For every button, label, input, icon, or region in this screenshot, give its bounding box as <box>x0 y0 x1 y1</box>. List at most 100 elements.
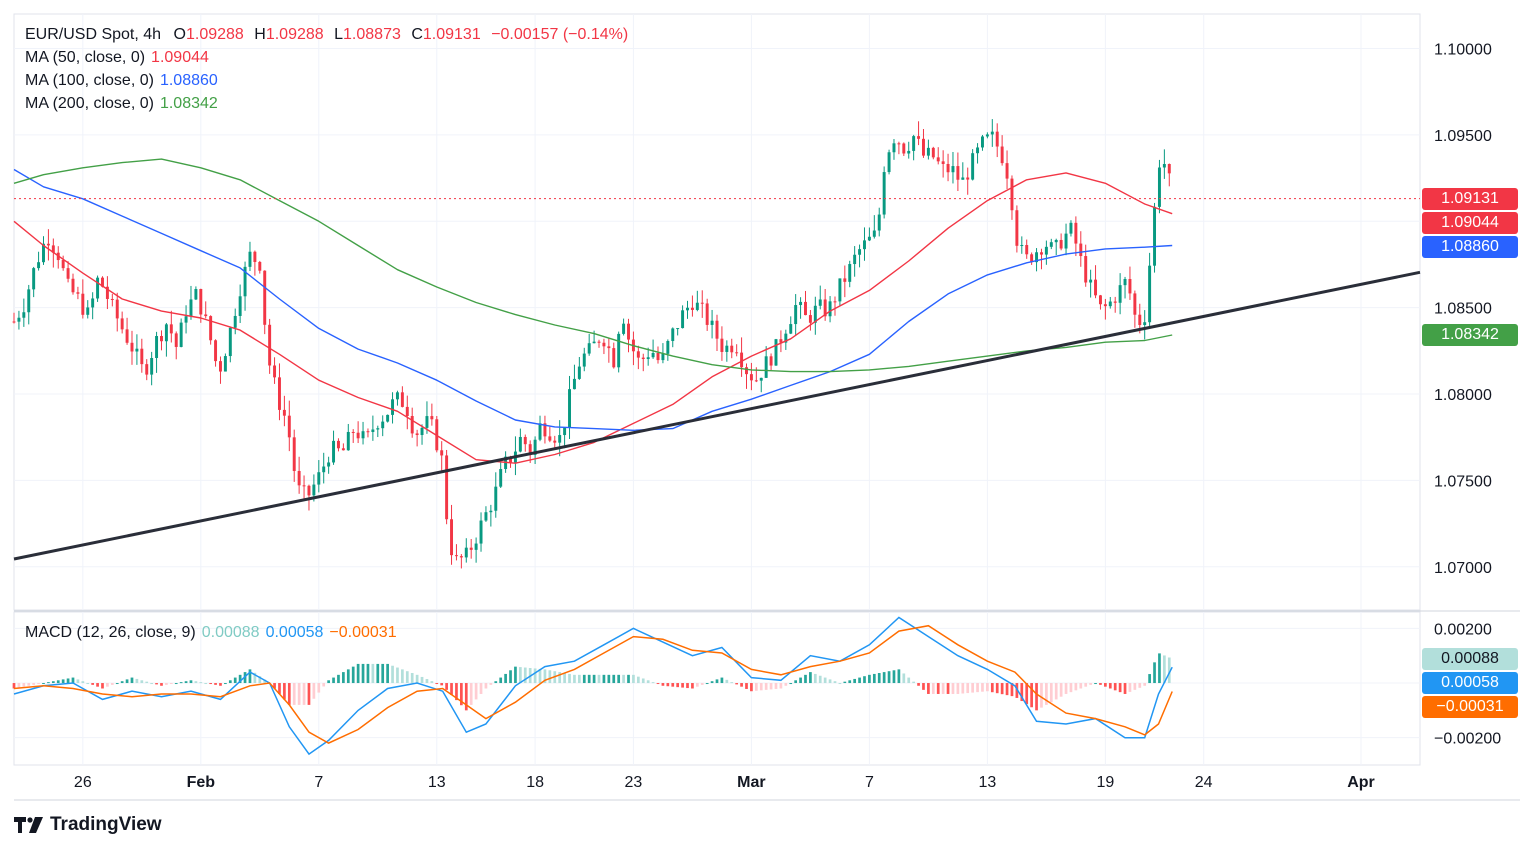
macd-histogram-bar <box>730 682 734 684</box>
macd-histogram-bar <box>1167 657 1171 684</box>
macd-histogram-bar <box>646 680 650 684</box>
candle-up <box>17 317 21 322</box>
candle-up <box>582 353 586 367</box>
candle-down <box>204 314 208 317</box>
candle-up <box>676 328 680 330</box>
time-tick-label: 13 <box>978 774 996 791</box>
macd-histogram-bar <box>455 683 458 701</box>
candle-down <box>602 342 606 347</box>
candle-up <box>686 307 689 311</box>
candle-up <box>484 512 488 521</box>
macd-histogram-bar <box>489 683 493 685</box>
macd-histogram-bar <box>71 677 75 684</box>
macd-histogram-bar <box>848 680 852 684</box>
candle-down <box>922 138 925 156</box>
macd-histogram-bar <box>907 677 911 684</box>
candle-up <box>990 131 994 135</box>
macd-histogram-bar <box>1153 662 1156 684</box>
macd-histogram-bar <box>548 670 552 684</box>
candle-up <box>774 339 778 366</box>
ma100-value: 1.08860 <box>159 72 218 89</box>
macd-pill-hist: 0.00088 <box>1422 647 1518 670</box>
candle-up <box>194 289 198 300</box>
candle-down <box>120 318 124 330</box>
macd-pill-signal: −0.00031 <box>1422 695 1518 718</box>
candle-up <box>518 436 522 452</box>
candle-up <box>892 143 896 153</box>
macd-histogram-bar <box>922 683 925 690</box>
macd-histogram-bar <box>184 681 188 684</box>
macd-histogram-bar <box>474 683 478 700</box>
candle-down <box>636 351 640 358</box>
macd-histogram-bar <box>499 677 503 684</box>
tradingview-brand[interactable]: TradingView <box>14 814 162 836</box>
macd-histogram-bar <box>877 673 881 684</box>
macd-histogram-bar <box>568 673 571 684</box>
macd-histogram-bar <box>887 671 891 684</box>
candle-up <box>533 439 537 455</box>
macd-histogram-bar <box>1089 683 1092 685</box>
macd-histogram-bar <box>115 683 119 685</box>
candle-up <box>489 510 493 513</box>
macd-histogram-bar <box>125 679 129 684</box>
macd-histogram-bar <box>779 683 783 689</box>
candle-up <box>661 353 665 361</box>
candle-up <box>985 134 989 137</box>
macd-histogram-bar <box>376 663 380 684</box>
candle-down <box>1084 256 1088 283</box>
macd-histogram-bar <box>695 683 699 687</box>
macd-histogram-bar <box>273 683 276 689</box>
macd-histogram-bar <box>56 680 60 684</box>
time-tick-label: Mar <box>737 774 765 791</box>
candle-down <box>292 437 296 471</box>
candle-down <box>1059 239 1063 249</box>
macd-hist-value: 0.00088 <box>201 624 260 641</box>
macd-histogram-bar <box>700 683 704 685</box>
candle-down <box>1094 279 1098 296</box>
candle-down <box>1074 222 1078 244</box>
candle-down <box>1138 314 1142 326</box>
candle-down <box>440 450 444 456</box>
macd-histogram-bar <box>509 670 512 684</box>
macd-histogram-bar <box>514 666 517 684</box>
macd-histogram-bar <box>1045 683 1048 705</box>
macd-histogram-bar <box>1158 653 1161 684</box>
candle-down <box>277 377 281 410</box>
candle-up <box>425 416 429 428</box>
macd-histogram-bar <box>145 681 149 684</box>
macd-histogram-bar <box>415 674 419 684</box>
candle-up <box>587 343 591 354</box>
candle-up <box>651 353 655 358</box>
candle-down <box>253 251 257 262</box>
macd-histogram-bar <box>981 683 984 692</box>
macd-histogram-bar <box>1148 674 1151 684</box>
candle-up <box>1118 285 1122 303</box>
macd-histogram-bar <box>676 683 680 688</box>
candle-up <box>799 301 803 306</box>
candle-up <box>882 172 886 215</box>
ma200-legend: MA (200, close, 0) 1.08342 <box>25 95 218 113</box>
candle-down <box>454 555 458 557</box>
close-value: 1.09131 <box>422 26 481 43</box>
candle-up <box>32 268 36 290</box>
candle-up <box>725 345 729 352</box>
macd-histogram-bar <box>946 683 950 694</box>
ma200-value: 1.08342 <box>159 95 218 112</box>
macd-histogram-bar <box>96 683 99 687</box>
macd-histogram-bar <box>307 683 311 705</box>
macd-histogram-bar <box>587 674 591 684</box>
macd-histogram-bar <box>725 679 729 684</box>
candle-down <box>730 345 734 353</box>
macd-histogram-bar <box>602 674 606 684</box>
macd-histogram-bar <box>381 663 385 684</box>
candle-down <box>366 431 370 433</box>
candle-up <box>228 327 232 357</box>
ma-line <box>13 168 1173 431</box>
macd-histogram-bar <box>283 683 286 700</box>
candle-down <box>307 485 311 496</box>
candle-up <box>538 423 542 440</box>
candle-up <box>695 302 699 310</box>
macd-histogram-bar <box>366 663 370 684</box>
candle-up <box>1162 164 1166 168</box>
macd-histogram-bar <box>892 670 896 684</box>
